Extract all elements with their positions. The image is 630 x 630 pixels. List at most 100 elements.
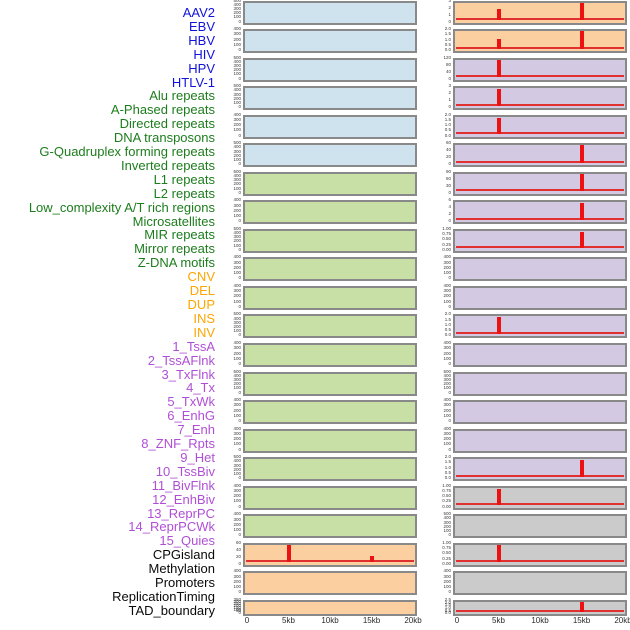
y-tick-label: 100 [443, 412, 451, 418]
track-label-ins: INS [193, 310, 215, 326]
track-plot-g-quadruplex-forming-repeats [243, 285, 417, 310]
y-tick-label: 300 [233, 5, 241, 11]
profile-baseline [456, 609, 624, 612]
y-tick-label: 40 [445, 68, 451, 74]
enrichment-spike [580, 145, 585, 163]
y-tick-label: 200 [233, 466, 241, 472]
y-tick-label: 300 [233, 202, 241, 208]
track-plot-cnv [243, 542, 417, 567]
profile-baseline [456, 103, 624, 106]
y-tick-label: 4 [448, 204, 451, 210]
y-tick-label: 500 [233, 168, 241, 174]
profile-baseline [246, 560, 414, 563]
profile-baseline [456, 189, 624, 192]
y-tick-label: 200 [233, 207, 241, 213]
y-tick-label: 120 [443, 54, 451, 60]
y-tick-label: 400 [233, 197, 241, 203]
y-tick-label: 0.00 [442, 503, 451, 509]
y-tick-label: 400 [233, 87, 241, 93]
y-tick-label: 0 [238, 246, 241, 252]
y-tick-label: 100 [233, 385, 241, 391]
track-plot-a-phased-repeats [243, 200, 417, 225]
track-plot-microsatellites [243, 428, 417, 453]
track-label-15-quies: 15_Quies [159, 533, 215, 549]
profile-baseline [456, 75, 624, 78]
track-label-3-txflnk: 3_TxFlnk [161, 366, 215, 382]
y-tick-label: 3 [448, 83, 451, 89]
track-plot-11-bivflnk [453, 342, 627, 367]
y-tick-label: 300 [443, 259, 451, 265]
y-tick-label: 0 [238, 361, 241, 366]
track-plot-hpv [243, 114, 417, 139]
y-tick-label: 400 [233, 568, 241, 574]
y-tick-label: 2.0 [444, 26, 451, 31]
y-tick-label: 300 [233, 598, 241, 604]
y-tick-label: 1.5 [444, 116, 451, 122]
enrichment-spike [580, 173, 585, 192]
track-label-htlv-1: HTLV-1 [171, 74, 215, 90]
y-tick-label: 0.0 [444, 132, 451, 138]
y-tick-label: 100 [233, 71, 241, 77]
y-tick-label: 200 [443, 264, 451, 270]
enrichment-spike [497, 545, 502, 563]
track-plot-cpgisland [453, 485, 627, 510]
track-label-6-enhg: 6_EnhG [167, 408, 215, 424]
x-tick-label: 0 [454, 616, 460, 625]
x-tick-label: 5kb [492, 616, 505, 625]
y-tick-label: 300 [443, 376, 451, 382]
track-label-dna-transposons: DNA transposons [113, 130, 215, 146]
y-tick-label: 100 [233, 412, 241, 418]
y-tick-label: 0 [238, 18, 241, 24]
y-tick-label: 0 [448, 189, 451, 195]
profile-baseline [456, 503, 624, 506]
y-tick-label: 2.0 [444, 599, 451, 605]
y-tick-label: 1.0 [444, 604, 451, 610]
y-tick-label: 60 [445, 140, 451, 146]
y-tick-label: 400 [443, 425, 451, 431]
track-label-12-enhbiv: 12_EnhBiv [152, 491, 215, 507]
y-tick-label: 250 [233, 600, 241, 606]
y-tick-label: 2.5 [444, 596, 451, 602]
y-tick-label: 30 [445, 182, 451, 188]
y-tick-label: 0 [238, 446, 241, 452]
y-tick-label: 0 [448, 532, 451, 538]
profile-baseline [456, 246, 624, 249]
y-tick-label: 50 [235, 608, 241, 614]
y-tick-label: 0 [238, 389, 241, 395]
y-tick-label: 0.0 [444, 610, 451, 616]
y-tick-label: 300 [233, 31, 241, 37]
x-tick-label: 0 [244, 616, 250, 625]
y-tick-label: 400 [233, 458, 241, 464]
y-tick-label: 0.50 [442, 493, 451, 499]
y-tick-label: 500 [233, 54, 241, 60]
y-tick-label: 400 [443, 282, 451, 288]
y-tick-label: 500 [443, 511, 451, 517]
track-label-8-znf-rpts: 8_ZNF_Rpts [141, 436, 215, 452]
y-tick-label: 400 [233, 482, 241, 488]
y-tick-label: 1.5 [444, 316, 451, 322]
y-tick-label: 200 [443, 293, 451, 299]
y-tick-label: 0.0 [444, 475, 451, 481]
y-tick-label: 200 [233, 181, 241, 187]
track-plot-aav2 [243, 0, 417, 25]
y-tick-label: 0 [238, 332, 241, 338]
y-tick-label: 0 [448, 218, 451, 224]
enrichment-spike [497, 59, 502, 78]
track-label-hbv: HBV [188, 32, 215, 48]
y-tick-label: 0 [238, 75, 241, 81]
track-label-l1-repeats: L1 repeats [153, 171, 215, 187]
y-tick-label: 2 [448, 211, 451, 217]
track-plot-htlv-1 [243, 143, 417, 168]
y-tick-label: 200 [233, 36, 241, 42]
track-plot-alu-repeats [243, 171, 417, 196]
y-tick-label: 2.0 [444, 454, 451, 460]
y-tick-label: 0 [238, 532, 241, 538]
y-tick-label: 1.0 [444, 36, 451, 42]
track-label-inverted-repeats: Inverted repeats [121, 157, 215, 173]
y-tick-label: 200 [233, 95, 241, 101]
enrichment-spike [580, 203, 585, 220]
track-plot-7-enh [453, 228, 627, 253]
track-label-del: DEL [189, 283, 215, 299]
y-tick-label: 300 [233, 259, 241, 265]
y-tick-label: 0.00 [442, 246, 451, 252]
